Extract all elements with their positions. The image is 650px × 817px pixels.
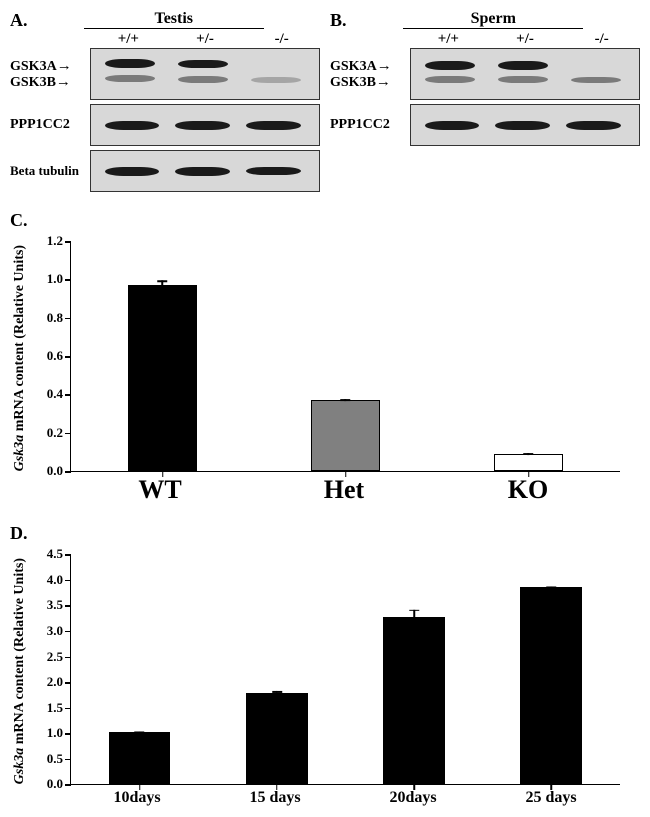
category-label: WT	[68, 475, 252, 505]
gsk3b-label: GSK3B	[330, 75, 376, 90]
ytick-label: 3.5	[31, 597, 63, 613]
bar	[383, 617, 445, 785]
category-label: KO	[436, 475, 620, 505]
arrow-icon: →	[57, 58, 72, 74]
gsk3-labels: GSK3A→ GSK3B→	[10, 58, 90, 91]
genotype-ko: -/-	[563, 31, 640, 48]
category-label: 20days	[344, 789, 482, 807]
panel-d-ylabel: Gsk3a mRNA content (Relative Units)	[10, 554, 30, 788]
ytick-label: 0.2	[31, 425, 63, 441]
genotype-het: +/-	[487, 31, 564, 48]
arrow-icon: →	[377, 58, 392, 74]
bar	[246, 693, 308, 784]
panel-d-label: D.	[10, 523, 640, 544]
gsk3-labels-b: GSK3A→ GSK3B→	[330, 58, 410, 91]
category-label: 15 days	[206, 789, 344, 807]
panel-a-genotypes: +/+ +/- -/-	[10, 31, 320, 48]
category-label: Het	[252, 475, 436, 505]
panel-d-ylabel-gene: Gsk3a	[12, 748, 27, 785]
ytick-label: 1.2	[31, 233, 63, 249]
panel-c-ylabel: Gsk3a mRNA content (Relative Units)	[10, 241, 30, 475]
ytick-label: 0.0	[31, 776, 63, 792]
panel-a-tissue: Testis	[28, 10, 321, 31]
panel-a-tissue-text: Testis	[84, 10, 264, 29]
panel-a-row-tubulin: Beta tubulin	[10, 150, 320, 192]
panel-a-label: A.	[10, 10, 28, 31]
panel-b-tissue: Sperm	[347, 10, 640, 31]
genotype-wt: +/+	[410, 31, 487, 48]
panel-d-ylabel-rest: mRNA content (Relative Units)	[12, 558, 27, 748]
category-label: 10days	[68, 789, 206, 807]
ytick-label: 4.5	[31, 546, 63, 562]
ytick-label: 0.0	[31, 463, 63, 479]
bar	[494, 454, 564, 471]
gsk3a-label: GSK3A	[330, 59, 377, 74]
ytick-label: 4.0	[31, 572, 63, 588]
arrow-icon: →	[56, 74, 71, 90]
ytick-label: 1.0	[31, 271, 63, 287]
panel-b-row-ppp1cc2: PPP1CC2	[330, 104, 640, 146]
ytick-label: 0.4	[31, 386, 63, 402]
panel-c-ylabel-rest: mRNA content (Relative Units)	[12, 245, 27, 435]
ytick-label: 0.8	[31, 310, 63, 326]
panel-d-xlabels: 10days15 days20days25 days	[68, 789, 620, 807]
panel-a-row-gsk3: GSK3A→ GSK3B→	[10, 48, 320, 100]
gsk3a-label: GSK3A	[10, 59, 57, 74]
panel-b: B. Sperm +/+ +/- -/- GSK3A→ GSK3B→	[330, 10, 640, 196]
panel-c-ylabel-gene: Gsk3a	[12, 435, 27, 472]
panel-d-chart: Gsk3a mRNA content (Relative Units) 0.00…	[10, 554, 640, 806]
ytick-label: 1.5	[31, 700, 63, 716]
panel-c-plot: 0.00.20.40.60.81.01.2	[70, 241, 620, 472]
panel-b-label: B.	[330, 10, 347, 31]
panel-a: A. Testis +/+ +/- -/- GSK3A→ GSK3B→	[10, 10, 320, 196]
panel-b-tissue-text: Sperm	[403, 10, 583, 29]
blot-b-ppp1cc2	[410, 104, 640, 146]
blot-a-gsk3	[90, 48, 320, 100]
bar	[311, 400, 381, 471]
ppp1cc2-label: PPP1CC2	[10, 117, 90, 132]
bar	[109, 732, 171, 784]
blot-a-ppp1cc2	[90, 104, 320, 146]
panel-c-xlabels: WTHetKO	[68, 475, 620, 505]
ytick-label: 1.0	[31, 725, 63, 741]
panel-c-chart: Gsk3a mRNA content (Relative Units) 0.00…	[10, 241, 640, 505]
ytick-label: 3.0	[31, 623, 63, 639]
ytick-label: 2.5	[31, 649, 63, 665]
bar	[128, 285, 198, 471]
blot-a-tubulin	[90, 150, 320, 192]
ppp1cc2-label: PPP1CC2	[330, 117, 410, 132]
panel-b-row-gsk3: GSK3A→ GSK3B→	[330, 48, 640, 100]
panel-c-label: C.	[10, 210, 640, 231]
panel-d-plot: 0.00.51.01.52.02.53.03.54.04.5	[70, 554, 620, 785]
genotype-ko: -/-	[243, 31, 320, 48]
arrow-icon: →	[376, 74, 391, 90]
gsk3b-label: GSK3B	[10, 75, 56, 90]
tubulin-label: Beta tubulin	[10, 164, 90, 178]
bar	[520, 587, 582, 784]
panel-b-genotypes: +/+ +/- -/-	[330, 31, 640, 48]
category-label: 25 days	[482, 789, 620, 807]
panel-a-row-ppp1cc2: PPP1CC2	[10, 104, 320, 146]
genotype-het: +/-	[167, 31, 244, 48]
ytick-label: 0.5	[31, 751, 63, 767]
ytick-label: 2.0	[31, 674, 63, 690]
genotype-wt: +/+	[90, 31, 167, 48]
ytick-label: 0.6	[31, 348, 63, 364]
top-panels: A. Testis +/+ +/- -/- GSK3A→ GSK3B→	[10, 10, 640, 196]
blot-b-gsk3	[410, 48, 640, 100]
